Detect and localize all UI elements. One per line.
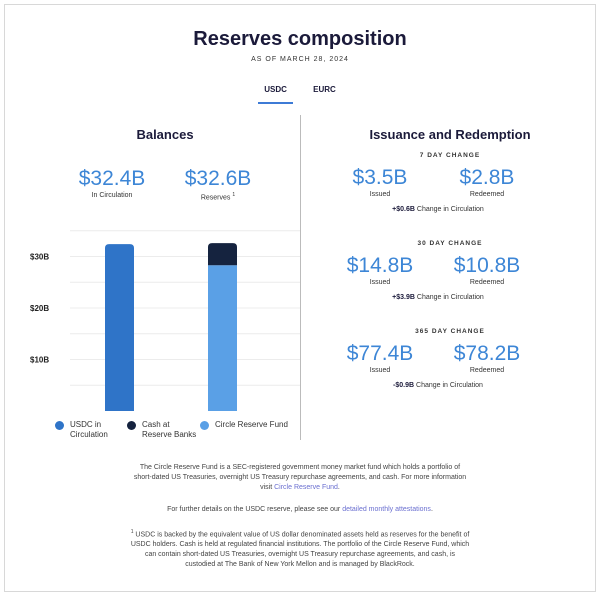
footnote-text: USDC is backed by the equivalent value o… <box>130 531 470 569</box>
attestations-link[interactable]: detailed monthly attestations <box>342 506 431 513</box>
page-frame <box>4 4 596 592</box>
net-change-label: Change in Circulation <box>416 382 483 389</box>
net-change-value: +$0.6B <box>392 206 415 213</box>
net-change-value: +$3.9B <box>392 294 415 301</box>
net-change-value: -$0.9B <box>393 382 415 389</box>
redeemed-value: $2.8B <box>459 166 515 189</box>
reserves-label-text: Reserves <box>200 194 231 202</box>
issuance-title: Issuance and Redemption <box>369 127 531 142</box>
net-change: +$0.6B Change in Circulation <box>288 206 588 213</box>
net-change-label: Change in Circulation <box>416 206 484 213</box>
circle-reserve-fund-link[interactable]: Circle Reserve Fund <box>274 484 338 491</box>
legend-label: USDC in Circulation <box>70 420 108 439</box>
fund-description: The Circle Reserve Fund is a SEC-registe… <box>130 463 470 493</box>
redeemed-label: Redeemed <box>469 367 505 374</box>
y-tick-label: $10B <box>30 356 49 365</box>
fund-text: The Circle Reserve Fund is a SEC-registe… <box>133 464 467 491</box>
redeemed-value: $10.8B <box>453 254 521 277</box>
period-label: 30 DAY CHANGE <box>417 240 483 247</box>
balances-title: Balances <box>136 127 194 142</box>
legend-cash: Cash at Reserve Banks <box>127 420 197 440</box>
legend-dot <box>127 421 136 430</box>
circulation-label: In Circulation <box>91 192 133 199</box>
legend-dot <box>200 421 209 430</box>
issued-value: $3.5B <box>352 166 408 189</box>
issued-label: Issued <box>369 279 391 286</box>
legend-usdc: USDC in Circulation <box>55 420 120 440</box>
page-title: Reserves composition <box>193 28 407 50</box>
reserves-value: $32.6B <box>184 167 252 190</box>
y-tick-label: $20B <box>30 304 49 313</box>
footnote-mark: 1 <box>130 529 134 535</box>
net-change: -$0.9B Change in Circulation <box>288 382 588 389</box>
bar-segment-cash-at-reserve-banks <box>208 243 237 266</box>
y-tick-label: $30B <box>30 253 49 262</box>
redeemed-label: Redeemed <box>469 279 505 286</box>
reserves-label: Reserves 1 <box>168 192 268 201</box>
net-change: +$3.9B Change in Circulation <box>288 294 588 301</box>
punct: . <box>430 506 433 513</box>
period-label: 365 DAY CHANGE <box>415 328 485 335</box>
bar-segment-circle-reserve-fund <box>208 265 237 411</box>
issued-value: $77.4B <box>346 342 414 365</box>
balances-chart: $10B $20B $30B <box>30 230 300 411</box>
issued-label: Issued <box>369 191 391 198</box>
legend-label: Cash at Reserve Banks <box>142 420 197 439</box>
as-of-date: AS OF MARCH 28, 2024 <box>251 56 349 63</box>
attestation-note: For further details on the USDC reserve,… <box>130 505 470 515</box>
redeemed-value: $78.2B <box>453 342 521 365</box>
footnote-mark: 1 <box>232 192 236 198</box>
legend-label: Circle Reserve Fund <box>215 420 288 429</box>
circulation-value: $32.4B <box>78 167 146 190</box>
issued-value: $14.8B <box>346 254 414 277</box>
legend-fund: Circle Reserve Fund <box>200 420 288 430</box>
issued-label: Issued <box>369 367 391 374</box>
net-change-label: Change in Circulation <box>416 294 484 301</box>
bar-segment-usdc-in-circulation <box>105 244 134 411</box>
redeemed-label: Redeemed <box>469 191 505 198</box>
attestation-text: For further details on the USDC reserve,… <box>167 506 343 513</box>
punct: . <box>337 484 340 491</box>
column-divider <box>300 115 301 440</box>
footnote: 1 USDC is backed by the equivalent value… <box>130 527 470 570</box>
tab-eurc[interactable]: EURC <box>313 85 336 94</box>
tab-usdc[interactable]: USDC <box>258 85 293 104</box>
currency-tabs: USDC EURC <box>0 85 600 104</box>
period-label: 7 DAY CHANGE <box>419 152 481 159</box>
legend-dot <box>55 421 64 430</box>
